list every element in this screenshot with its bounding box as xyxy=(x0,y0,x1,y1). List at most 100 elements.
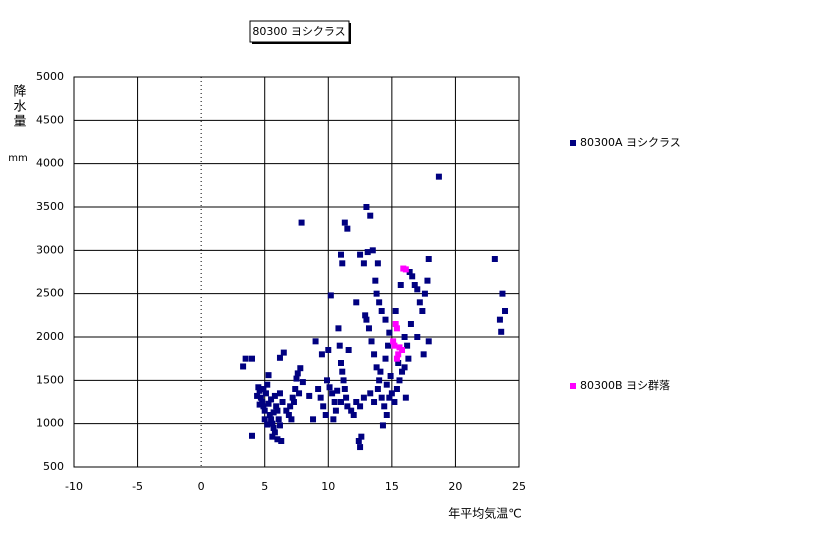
point xyxy=(261,416,268,423)
point xyxy=(255,384,262,391)
point xyxy=(379,422,386,429)
point xyxy=(378,308,385,314)
point xyxy=(279,399,286,405)
point xyxy=(353,399,360,405)
point xyxy=(358,433,365,440)
point xyxy=(360,394,367,401)
x-tick-label: -10 xyxy=(65,480,83,493)
point xyxy=(402,394,409,401)
point xyxy=(365,325,372,332)
point xyxy=(338,251,344,258)
point xyxy=(397,282,404,288)
point xyxy=(324,377,331,384)
point xyxy=(271,392,278,399)
point xyxy=(318,351,325,358)
point xyxy=(392,308,399,314)
point xyxy=(273,403,280,410)
point xyxy=(266,412,273,418)
x-tick-label: 25 xyxy=(512,480,526,493)
point xyxy=(367,212,374,219)
point xyxy=(276,422,283,429)
point xyxy=(296,390,303,397)
point xyxy=(414,286,421,293)
y-tick-label: 3000 xyxy=(36,243,64,256)
point xyxy=(491,256,498,262)
legend-swatch xyxy=(570,140,576,146)
point xyxy=(357,444,364,451)
point xyxy=(310,416,317,423)
point xyxy=(327,292,334,299)
x-axis-label: 年平均気温℃ xyxy=(448,506,521,521)
point xyxy=(254,392,261,399)
x-tick-label: 0 xyxy=(198,480,205,493)
point xyxy=(345,347,352,353)
point xyxy=(402,266,409,273)
point xyxy=(376,299,383,306)
point xyxy=(385,342,392,349)
point xyxy=(393,355,400,362)
point xyxy=(343,394,350,401)
point xyxy=(289,394,296,401)
point xyxy=(339,368,346,375)
point xyxy=(315,386,322,392)
point xyxy=(404,342,411,349)
point xyxy=(338,399,344,405)
point xyxy=(331,399,338,405)
point xyxy=(390,338,397,345)
point xyxy=(322,412,329,418)
point xyxy=(386,329,393,336)
point xyxy=(350,412,357,418)
point xyxy=(292,386,299,392)
point xyxy=(257,394,264,401)
point xyxy=(299,379,306,386)
point xyxy=(409,273,416,280)
point xyxy=(395,360,402,366)
point xyxy=(401,364,408,371)
point xyxy=(435,173,442,180)
point xyxy=(392,321,399,327)
legend-swatch xyxy=(570,383,576,389)
point xyxy=(256,401,263,408)
point xyxy=(275,416,282,423)
y-tick-label: 3500 xyxy=(36,200,64,213)
point xyxy=(363,204,370,210)
point xyxy=(317,394,324,401)
point xyxy=(378,394,385,401)
point xyxy=(372,277,379,284)
point xyxy=(373,364,380,371)
plot-area xyxy=(73,76,520,468)
point xyxy=(320,403,327,410)
point xyxy=(498,328,505,335)
point xyxy=(391,399,398,405)
point xyxy=(260,386,267,392)
point xyxy=(325,347,332,353)
point xyxy=(312,338,319,345)
point xyxy=(340,377,347,384)
point xyxy=(376,377,383,384)
point xyxy=(339,260,346,267)
point xyxy=(261,407,268,414)
point xyxy=(381,403,388,410)
point xyxy=(416,299,423,306)
point xyxy=(386,394,393,401)
point xyxy=(306,392,313,399)
point xyxy=(274,436,281,443)
point xyxy=(348,407,355,414)
point xyxy=(357,403,364,410)
point xyxy=(280,349,287,356)
point xyxy=(357,251,364,258)
point xyxy=(276,354,283,361)
point xyxy=(240,363,247,370)
chart-title: 80300 ヨシクラス xyxy=(252,25,345,38)
point xyxy=(297,365,304,372)
point xyxy=(287,403,294,410)
point xyxy=(360,260,367,267)
point xyxy=(249,355,255,362)
point xyxy=(373,290,380,297)
x-tick-label: 5 xyxy=(261,480,268,493)
point xyxy=(362,312,369,319)
point xyxy=(341,219,348,226)
point xyxy=(265,400,272,407)
point xyxy=(502,308,509,314)
point xyxy=(369,247,376,254)
